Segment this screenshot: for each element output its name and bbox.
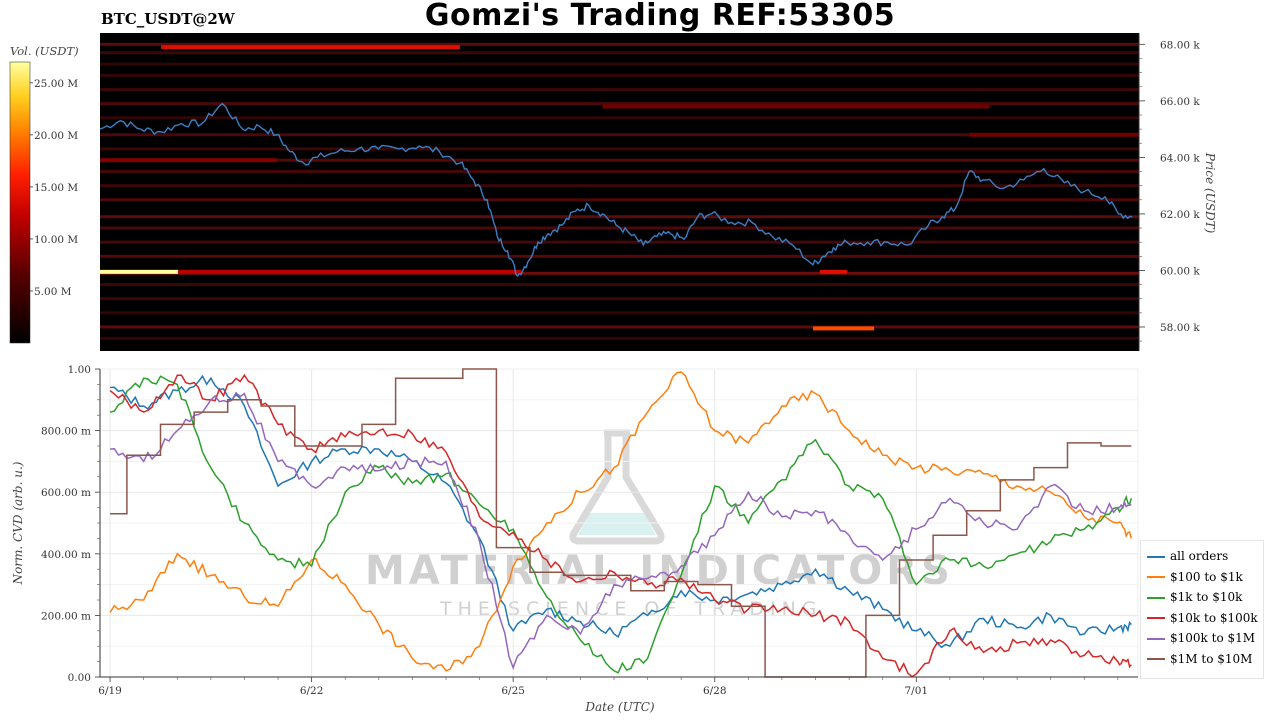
price-tick-label: 68.00 k: [1160, 39, 1200, 51]
cvd-x-tick-label: 7/01: [904, 685, 928, 697]
colorbar-ticks: 25.00 M 20.00 M 15.00 M 10.00 M 5.00 M: [30, 78, 78, 298]
heatmap-level-band: [100, 271, 1139, 275]
heatmap-highlight-band: [178, 269, 522, 274]
cvd-x-tick-label: 6/22: [300, 685, 324, 697]
heatmap-level-band: [100, 116, 1139, 120]
cvd-grid: [99, 368, 1139, 678]
legend-label: $1M to $10M: [1170, 651, 1253, 666]
heatmap-level-band: [100, 240, 1139, 244]
cvd-series-line: [109, 375, 1133, 674]
legend-label: $100k to $1M: [1170, 631, 1256, 645]
colorbar-tick-label: 25.00 M: [34, 78, 78, 90]
heatmap-level-band: [100, 133, 1139, 137]
legend-label: $1k to $10k: [1170, 590, 1243, 604]
cvd-series: [109, 368, 1133, 678]
price-tick-label: 60.00 k: [1160, 265, 1200, 277]
legend-item: $100 to $1k: [1147, 568, 1243, 586]
colorbar-tick-label: 10.00 M: [34, 234, 78, 246]
price-tick-label: 58.00 k: [1160, 322, 1200, 334]
legend-item: $1M to $10M: [1147, 650, 1252, 668]
cvd-series-line: [109, 371, 1133, 672]
legend-item: all orders: [1147, 547, 1228, 565]
heatmap-highlight-band: [602, 104, 990, 109]
cvd-chart: 1.00 800.00 m 600.00 m 400.00 m 200.00 m 0.00…: [11, 364, 1139, 714]
cvd-x-tick-label: 6/19: [98, 685, 122, 697]
heatmap-highlight-band: [100, 269, 179, 274]
heatmap-highlight-band: [819, 269, 847, 274]
heatmap-chart: 68.00 k 66.00 k 64.00 k 62.00 k 60.00 k 58.00…: [100, 33, 1217, 351]
heatmap-highlight-band: [161, 45, 460, 50]
colorbar-label: Vol. (USDT): [10, 44, 79, 58]
heatmap-level-band: [100, 184, 1139, 188]
cvd-y-tick-label: 200.00 m: [41, 610, 91, 622]
heatmap-level-band: [100, 325, 1139, 329]
heatmap-level-band: [100, 51, 1139, 55]
legend-swatch: [1147, 637, 1165, 640]
price-axis-label: Price (USDT): [1203, 152, 1217, 234]
heatmap-level-band: [100, 254, 1139, 258]
price-line: [100, 102, 1133, 278]
legend-item: $1k to $10k: [1147, 588, 1242, 606]
heatmap-levels: [100, 42, 1139, 340]
pair-label: BTC_USDT@2W: [101, 10, 235, 28]
heatmap-highlight-band: [969, 132, 1139, 137]
legend-item: $100k to $1M: [1147, 629, 1255, 647]
heatmap-level-band: [100, 283, 1139, 287]
heatmap-level-band: [100, 158, 1139, 162]
legend-swatch: [1147, 576, 1165, 578]
colorbar-tick-label: 20.00 M: [34, 130, 78, 142]
heatmap-level-band: [100, 297, 1139, 301]
cvd-y-tick-label: 400.00 m: [41, 549, 91, 561]
heatmap-level-band: [100, 215, 1139, 219]
legend-label: $100 to $1k: [1170, 569, 1243, 584]
price-axis-ticks: 68.00 k 66.00 k 64.00 k 62.00 k 60.00 k 58.00…: [1139, 39, 1200, 342]
cvd-y-tick-label: 800.00 m: [41, 426, 91, 438]
cvd-y-ticks: 1.00 800.00 m 600.00 m 400.00 m 200.00 m 0.00: [41, 364, 100, 684]
heatmap-level-band: [100, 88, 1139, 92]
cvd-y-axis-label: Norm. CVD (arb. u.): [11, 461, 25, 585]
legend-swatch: [1147, 658, 1165, 660]
heatmap-level-band: [100, 102, 1139, 106]
cvd-x-tick-label: 6/25: [501, 685, 525, 697]
price-tick-label: 62.00 k: [1160, 209, 1200, 221]
colorbar-gradient: [9, 61, 31, 344]
heatmap-level-band: [100, 311, 1139, 315]
heatmap-level-band: [100, 336, 1139, 340]
heatmap-level-band: [100, 42, 1139, 46]
legend-swatch: [1147, 596, 1165, 599]
legend-label: $10k to $100k: [1170, 610, 1258, 625]
cvd-series-line: [110, 391, 1132, 670]
legend: all orders $100 to $1k $1k to $10k $10k to …: [1140, 540, 1264, 679]
cvd-y-tick-label: 600.00 m: [41, 487, 91, 499]
heatmap-level-band: [100, 198, 1139, 202]
heatmap-background: [100, 33, 1139, 351]
heatmap-level-band: [100, 62, 1139, 66]
legend-label: all orders: [1170, 549, 1229, 563]
legend-item: $10k to $100k: [1147, 609, 1258, 627]
cvd-y-tick-label: 1.00: [68, 364, 91, 376]
colorbar: Vol. (USDT) 25.00 M 20.00 M 15.00 M 10.00 M…: [9, 44, 79, 344]
heatmap-level-band: [100, 147, 1139, 151]
cvd-y-tick-label: 0.00: [68, 672, 91, 684]
colorbar-tick-label: 5.00 M: [34, 286, 72, 298]
price-tick-label: 64.00 k: [1160, 152, 1200, 164]
price-tick-label: 66.00 k: [1160, 96, 1200, 108]
watermark-flask-icon: [569, 429, 665, 545]
legend-swatch: [1147, 617, 1165, 619]
cvd-x-tick-label: 6/28: [703, 685, 727, 697]
heatmap-highlight-band: [813, 326, 875, 331]
heatmap-level-band: [100, 170, 1139, 174]
heatmap-level-band: [100, 73, 1139, 77]
legend-swatch: [1147, 555, 1165, 558]
cvd-series-line: [110, 368, 1132, 678]
cvd-x-axis-label: Date (UTC): [584, 700, 654, 714]
heatmap-highlight-band: [100, 158, 277, 163]
cvd-series-line: [110, 374, 1132, 649]
heatmap-highlights: [100, 45, 1139, 331]
cvd-x-ticks: 6/19 6/22 6/25 6/28 7/01: [98, 677, 1119, 697]
colorbar-tick-label: 15.00 M: [34, 182, 78, 194]
page-title: Gomzi's Trading REF:53305: [424, 0, 896, 33]
